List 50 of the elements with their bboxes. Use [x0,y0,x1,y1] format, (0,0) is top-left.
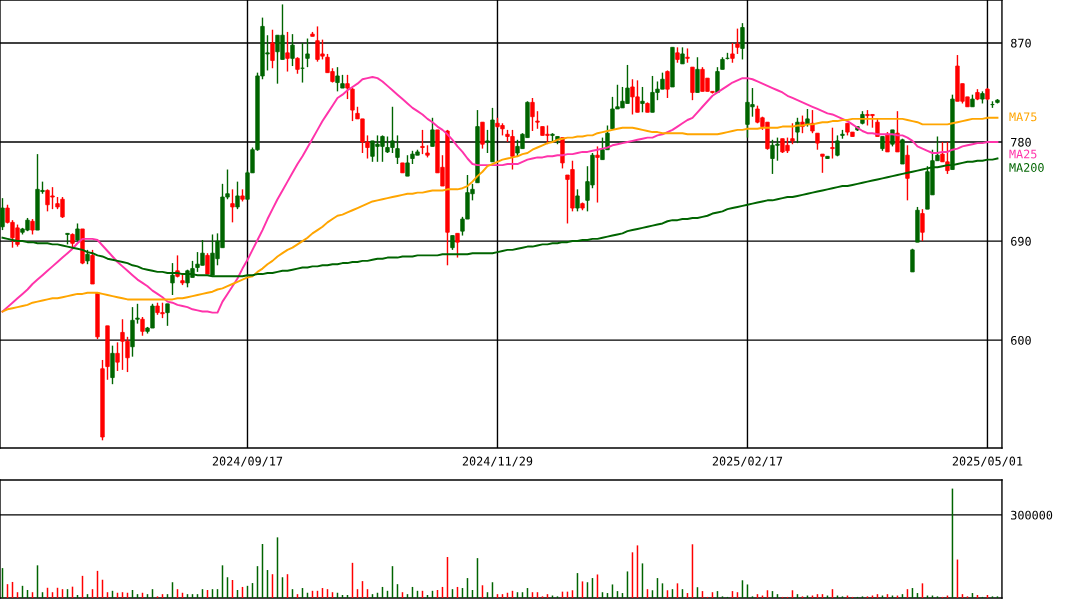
x-tick-label: 2025/05/01 [952,456,1023,467]
candlestick [230,188,235,224]
candlestick [420,129,425,155]
y-tick-label: 780 [1011,137,1031,147]
series-label: MA75 [1009,112,1037,122]
candlestick [665,69,670,99]
candlestick [335,66,340,93]
candlestick [895,110,900,153]
candlestick [235,180,240,210]
candlestick [575,188,580,213]
candlestick [695,56,700,94]
candlestick [905,144,910,202]
candlestick [730,42,735,64]
candlestick [790,122,795,145]
candlestick [480,121,485,150]
candlestick [640,86,645,113]
series-label: MA25 [1009,149,1037,159]
candlestick [140,316,145,337]
candlestick [290,33,295,67]
candlestick [740,22,745,61]
candlestick [795,117,800,144]
x-tick-label: 2024/11/29 [462,456,533,467]
candlestick [885,131,890,153]
candlestick [350,87,355,122]
candlestick [165,303,170,327]
candlestick [715,66,720,94]
candlestick [270,29,275,69]
y-tick-label: 300000 [1011,510,1053,520]
y-tick-label: 870 [1011,38,1031,48]
x-tick-label: 2025/02/17 [712,456,783,467]
candlestick [735,27,740,55]
series-label: MA200 [1009,163,1044,172]
candlestick [345,74,350,100]
candlestick [920,208,925,242]
candlestick [430,117,435,148]
candlestick [395,134,400,165]
y-tick-label: 690 [1011,236,1031,246]
candlestick [0,197,5,231]
y-tick-label: 600 [1011,335,1031,345]
candlestick [830,126,835,160]
candlestick [820,153,825,174]
candlestick [595,145,600,204]
candlestick [135,303,140,325]
x-tick-label: 2024/09/17 [212,456,283,467]
candlestick [305,37,310,68]
candlestick [285,31,290,73]
candlestick [530,97,535,132]
candlestick [115,341,120,372]
candlestick [405,154,410,177]
candlestick [455,232,460,259]
